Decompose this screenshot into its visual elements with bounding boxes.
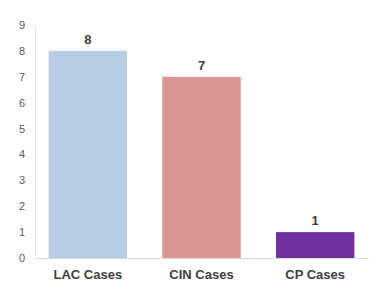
y-tick: 1 xyxy=(19,226,35,238)
x-tick: CIN Cases xyxy=(169,258,233,282)
y-tick: 8 xyxy=(19,45,35,57)
data-labels: 8 7 1 xyxy=(84,32,319,228)
y-axis-line xyxy=(35,26,36,259)
bar xyxy=(276,232,354,258)
y-tick: 0 xyxy=(19,252,35,264)
y-tick-label: 5 xyxy=(19,123,25,135)
y-tick: 5 xyxy=(19,123,35,135)
y-tick-label: 1 xyxy=(19,226,25,238)
x-tick-label: LAC Cases xyxy=(54,267,123,282)
x-tick: LAC Cases xyxy=(54,258,123,282)
x-tick-label: CP Cases xyxy=(285,267,345,282)
y-tick: 9 xyxy=(19,19,35,31)
bar xyxy=(49,51,127,258)
plot: 0 1 2 3 4 5 6 7 8 9 LAC Cases CIN Cases CP Cases 8 7 1 xyxy=(19,19,369,282)
data-label: 7 xyxy=(198,58,205,73)
y-tick-label: 3 xyxy=(19,174,25,186)
y-tick: 6 xyxy=(19,97,35,109)
y-tick: 3 xyxy=(19,174,35,186)
y-tick-label: 9 xyxy=(19,19,25,31)
x-axis-line xyxy=(36,258,369,259)
y-tick-label: 4 xyxy=(19,148,25,160)
y-tick-label: 7 xyxy=(19,71,25,83)
y-tick-label: 0 xyxy=(19,252,25,264)
bars xyxy=(49,51,355,258)
data-label: 1 xyxy=(312,213,319,228)
y-tick-label: 2 xyxy=(19,200,25,212)
data-label: 8 xyxy=(84,32,91,47)
y-tick: 4 xyxy=(19,148,35,160)
y-tick: 7 xyxy=(19,71,35,83)
x-tick: CP Cases xyxy=(285,258,345,282)
y-axis: 0 1 2 3 4 5 6 7 8 9 xyxy=(19,19,36,264)
y-tick: 2 xyxy=(19,200,35,212)
bar xyxy=(162,77,240,258)
chart: 0 1 2 3 4 5 6 7 8 9 LAC Cases CIN Cases CP Cases 8 7 1 xyxy=(0,0,380,298)
x-axis: LAC Cases CIN Cases CP Cases xyxy=(36,258,369,282)
x-tick-label: CIN Cases xyxy=(169,267,233,282)
y-tick-label: 6 xyxy=(19,97,25,109)
y-tick-label: 8 xyxy=(19,45,25,57)
